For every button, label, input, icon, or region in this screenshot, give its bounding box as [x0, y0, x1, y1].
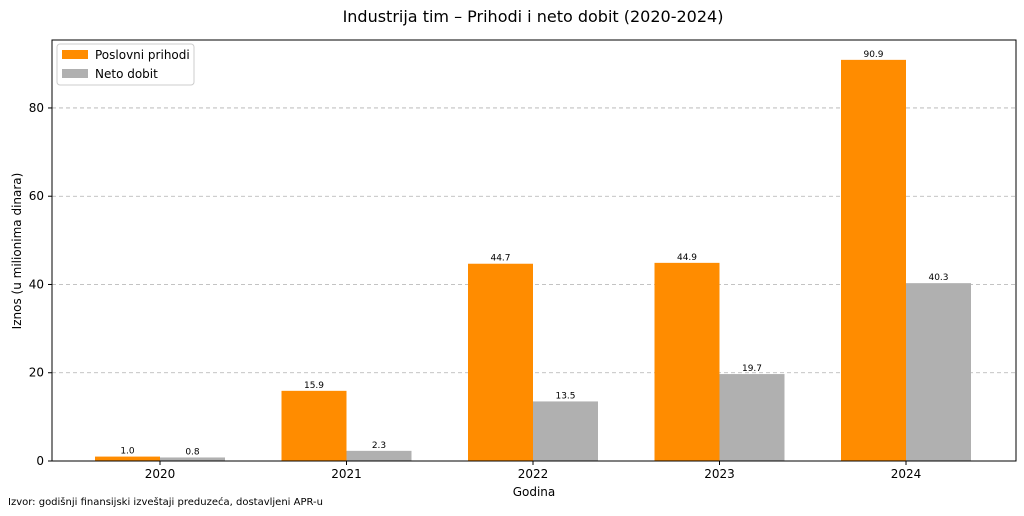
- bar-poslovni-prihodi-2024: [841, 59, 906, 461]
- chart-title: Industrija tim – Prihodi i neto dobit (2…: [343, 7, 724, 26]
- y-tick-label: 40: [29, 277, 44, 291]
- data-labels: 1.0 0.8 15.9 2.3 44.7 13.5 44.9 19.7 90.9 40.3: [120, 50, 948, 458]
- legend: Poslovni prihodi Neto dobit: [56, 43, 195, 86]
- legend-swatch-neto-dobit: [62, 69, 88, 78]
- x-tick-label-2021: 2021: [331, 467, 362, 481]
- x-tick-label-2020: 2020: [145, 467, 176, 481]
- data-label-neto-dobit-2022: 13.5: [555, 391, 575, 401]
- bar-neto-dobit-2020: [160, 457, 225, 461]
- y-tick-label: 0: [36, 454, 44, 468]
- bar-poslovni-prihodi-2020: [95, 456, 160, 461]
- legend-swatch-poslovni-prihodi: [62, 50, 88, 59]
- bar-neto-dobit-2023: [719, 374, 785, 461]
- legend-label-neto-dobit: Neto dobit: [95, 67, 158, 81]
- y-tick-label: 20: [29, 366, 44, 380]
- y-tick-label: 80: [29, 101, 44, 115]
- bar-poslovni-prihodi-2021: [281, 390, 347, 461]
- plot-frame: [51, 39, 1017, 462]
- source-footnote: Izvor: godišnji finansijski izveštaji pr…: [8, 497, 323, 508]
- data-label-poslovni-prihodi-2021: 15.9: [304, 381, 324, 391]
- y-axis-label: Iznos (u milionima dinara): [10, 173, 24, 330]
- data-label-poslovni-prihodi-2024: 90.9: [863, 50, 883, 60]
- bar-neto-dobit-2021: [346, 450, 412, 461]
- axis-ticks: 0 20 40 60 80 2020 2021 2022 2023 2024: [29, 101, 922, 481]
- x-axis-label: Godina: [513, 485, 556, 499]
- x-tick-label-2023: 2023: [704, 467, 735, 481]
- bars: [95, 59, 971, 461]
- data-label-neto-dobit-2021: 2.3: [372, 441, 386, 451]
- bar-neto-dobit-2022: [533, 401, 598, 461]
- x-tick-label-2022: 2022: [518, 467, 549, 481]
- data-label-poslovni-prihodi-2022: 44.7: [490, 254, 510, 264]
- data-label-neto-dobit-2024: 40.3: [928, 273, 948, 283]
- bar-neto-dobit-2024: [906, 283, 971, 461]
- legend-box: [56, 43, 195, 86]
- data-label-neto-dobit-2020: 0.8: [185, 447, 200, 457]
- data-label-neto-dobit-2023: 19.7: [742, 364, 762, 374]
- data-label-poslovni-prihodi-2023: 44.9: [677, 253, 697, 263]
- legend-label-poslovni-prihodi: Poslovni prihodi: [95, 48, 190, 62]
- x-tick-label-2024: 2024: [891, 467, 922, 481]
- y-tick-label: 60: [29, 189, 44, 203]
- data-label-poslovni-prihodi-2020: 1.0: [120, 447, 135, 457]
- bar-poslovni-prihodi-2022: [468, 263, 533, 461]
- bar-poslovni-prihodi-2023: [654, 262, 720, 461]
